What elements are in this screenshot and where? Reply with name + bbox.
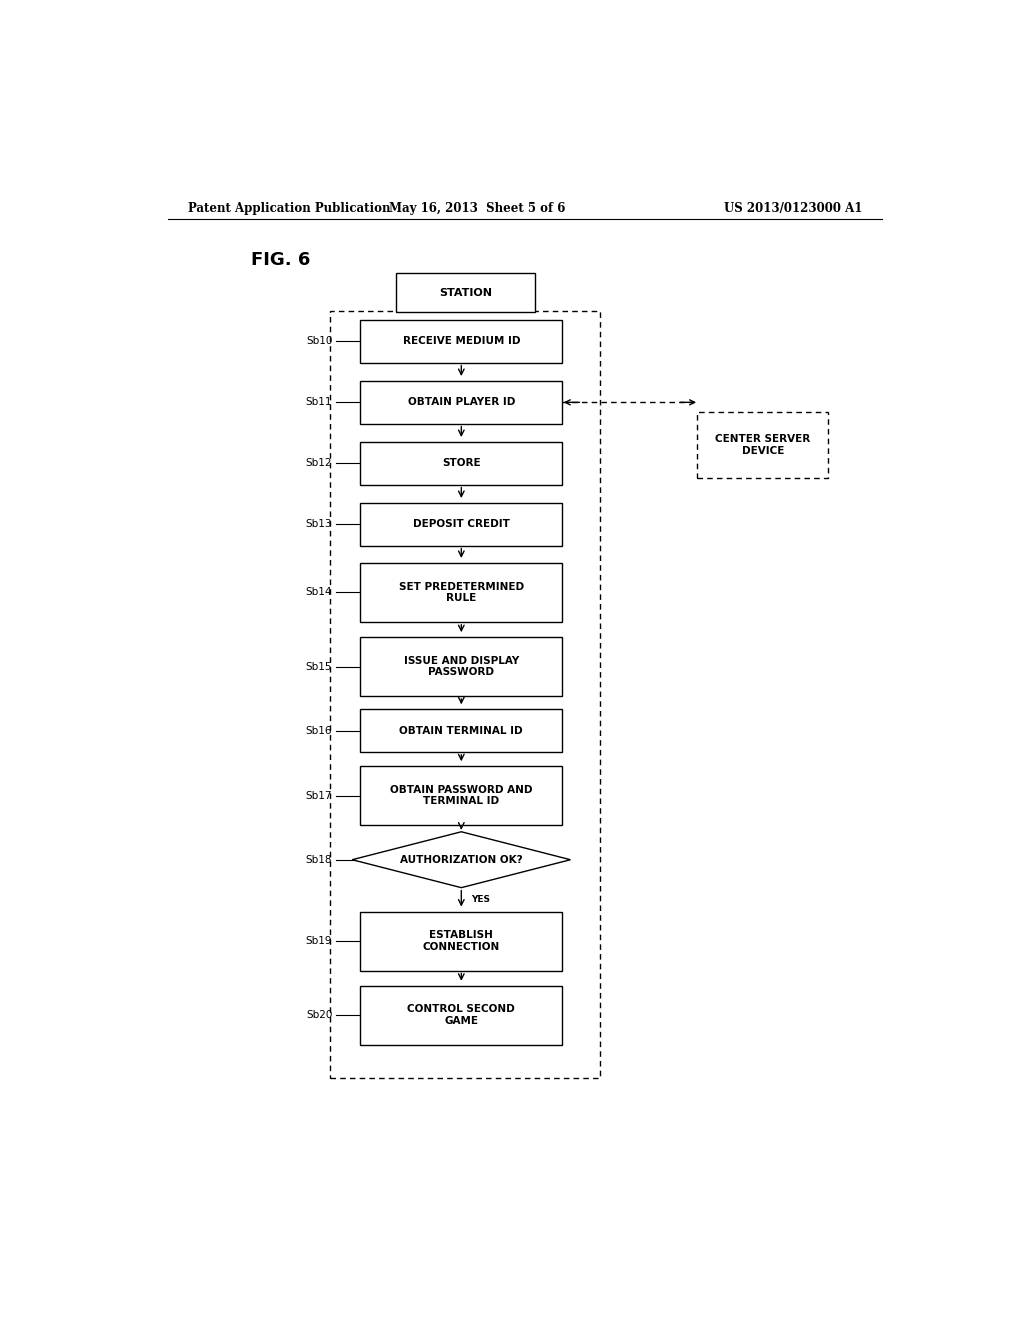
Text: Sb11: Sb11 xyxy=(306,397,333,408)
FancyBboxPatch shape xyxy=(360,319,562,363)
Text: ISSUE AND DISPLAY
PASSWORD: ISSUE AND DISPLAY PASSWORD xyxy=(403,656,519,677)
Text: CENTER SERVER
DEVICE: CENTER SERVER DEVICE xyxy=(715,434,811,455)
FancyBboxPatch shape xyxy=(360,766,562,825)
Text: RECEIVE MEDIUM ID: RECEIVE MEDIUM ID xyxy=(402,337,520,346)
Text: Sb17: Sb17 xyxy=(306,791,333,801)
FancyBboxPatch shape xyxy=(396,273,535,312)
Text: Sb12: Sb12 xyxy=(306,458,333,469)
FancyBboxPatch shape xyxy=(360,986,562,1044)
Text: Sb13: Sb13 xyxy=(306,519,333,529)
FancyBboxPatch shape xyxy=(360,562,562,622)
Text: STORE: STORE xyxy=(442,458,480,469)
Text: Sb10: Sb10 xyxy=(306,337,333,346)
Text: CONTROL SECOND
GAME: CONTROL SECOND GAME xyxy=(408,1005,515,1026)
Text: Sb14: Sb14 xyxy=(306,587,333,598)
FancyBboxPatch shape xyxy=(360,503,562,545)
Text: FIG. 6: FIG. 6 xyxy=(251,251,310,269)
Polygon shape xyxy=(352,832,570,887)
FancyBboxPatch shape xyxy=(360,442,562,484)
Text: Sb15: Sb15 xyxy=(306,661,333,672)
Text: OBTAIN PASSWORD AND
TERMINAL ID: OBTAIN PASSWORD AND TERMINAL ID xyxy=(390,785,532,807)
Text: Sb20: Sb20 xyxy=(306,1010,333,1020)
Text: Sb18: Sb18 xyxy=(306,855,333,865)
FancyBboxPatch shape xyxy=(360,709,562,752)
Text: STATION: STATION xyxy=(438,288,492,297)
Text: SET PREDETERMINED
RULE: SET PREDETERMINED RULE xyxy=(398,582,524,603)
FancyBboxPatch shape xyxy=(697,412,828,478)
FancyBboxPatch shape xyxy=(360,638,562,696)
FancyBboxPatch shape xyxy=(360,381,562,424)
FancyBboxPatch shape xyxy=(360,912,562,970)
Text: US 2013/0123000 A1: US 2013/0123000 A1 xyxy=(724,202,862,215)
Text: ESTABLISH
CONNECTION: ESTABLISH CONNECTION xyxy=(423,931,500,952)
Text: Patent Application Publication: Patent Application Publication xyxy=(187,202,390,215)
Text: Sb19: Sb19 xyxy=(306,936,333,946)
Text: OBTAIN TERMINAL ID: OBTAIN TERMINAL ID xyxy=(399,726,523,735)
Text: Sb16: Sb16 xyxy=(306,726,333,735)
Text: DEPOSIT CREDIT: DEPOSIT CREDIT xyxy=(413,519,510,529)
Text: OBTAIN PLAYER ID: OBTAIN PLAYER ID xyxy=(408,397,515,408)
Text: YES: YES xyxy=(471,895,489,904)
Text: May 16, 2013  Sheet 5 of 6: May 16, 2013 Sheet 5 of 6 xyxy=(389,202,565,215)
Text: AUTHORIZATION OK?: AUTHORIZATION OK? xyxy=(400,855,522,865)
